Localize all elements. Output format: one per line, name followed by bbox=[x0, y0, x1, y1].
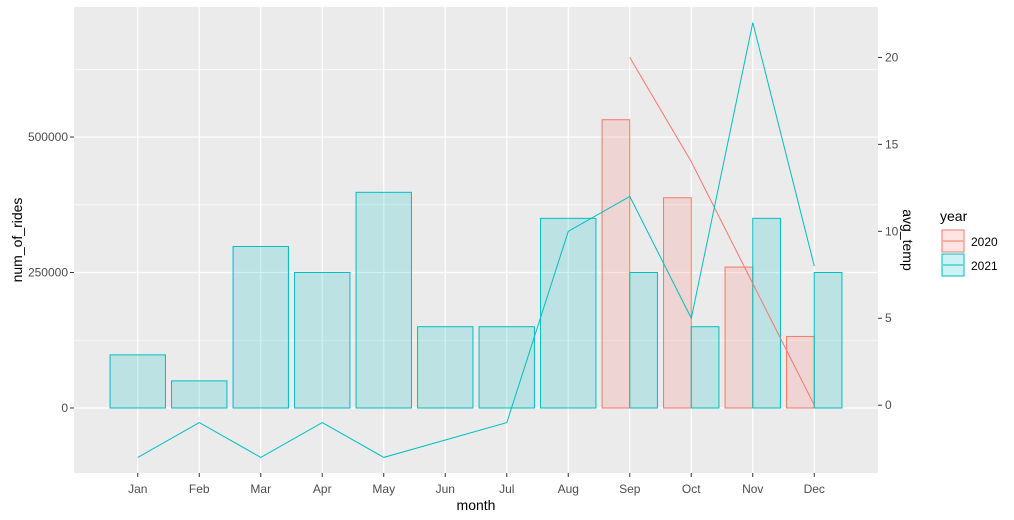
x-tick-label: Aug bbox=[558, 482, 579, 496]
y2-tick-label: 15 bbox=[885, 137, 899, 151]
bar-2020-Sep bbox=[601, 119, 631, 409]
legend-title: year bbox=[940, 208, 968, 224]
bar-2021-Dec bbox=[813, 272, 843, 409]
y-tick-label: 500000 bbox=[28, 130, 68, 144]
x-tick-label: Feb bbox=[189, 482, 210, 496]
x-tick-label: Oct bbox=[682, 482, 701, 496]
x-tick-label: Nov bbox=[742, 482, 763, 496]
legend-label-2020: 2020 bbox=[971, 235, 998, 249]
bar-2021-Apr bbox=[294, 272, 351, 409]
bar-2021-Jul bbox=[478, 326, 535, 409]
x-tick-label: Jul bbox=[499, 482, 514, 496]
y2-tick-label: 5 bbox=[885, 311, 892, 325]
grid-minor bbox=[74, 69, 878, 341]
bar-2021-May bbox=[355, 191, 412, 409]
axis-ticks: 0 250000 500000 0 5 10 15 20 Jan Feb Mar Apr May Jun J… bbox=[28, 50, 899, 496]
bar-2021-Mar bbox=[232, 246, 289, 409]
bars bbox=[109, 119, 843, 409]
bar-2020-Nov bbox=[724, 266, 754, 409]
legend-item-2020: 2020 bbox=[941, 229, 998, 253]
legend: year 2020 2021 bbox=[940, 208, 998, 277]
panel-background bbox=[74, 7, 878, 473]
x-tick-label: Sep bbox=[619, 482, 641, 496]
y2-axis-title: avg_temp bbox=[900, 209, 916, 271]
bar-2021-Feb bbox=[171, 380, 228, 409]
temperature-lines bbox=[137, 22, 815, 458]
bar-2021-Jun bbox=[417, 326, 474, 409]
x-tick-label: May bbox=[372, 482, 395, 496]
y2-tick-label: 20 bbox=[885, 50, 899, 64]
bar-2021-Jan bbox=[109, 354, 166, 409]
bar-2021-Oct bbox=[690, 326, 720, 409]
x-tick-label: Jun bbox=[436, 482, 455, 496]
bar-2020-Oct bbox=[663, 197, 692, 409]
x-tick-label: Mar bbox=[250, 482, 271, 496]
temp-line-2020 bbox=[629, 57, 815, 406]
y-tick-label: 0 bbox=[61, 401, 68, 415]
y-axis-title: num_of_rides bbox=[9, 198, 25, 283]
y-tick-label: 250000 bbox=[28, 266, 68, 280]
x-tick-label: Dec bbox=[804, 482, 825, 496]
y2-tick-label: 10 bbox=[885, 224, 899, 238]
legend-label-2021: 2021 bbox=[971, 259, 998, 273]
x-axis-title: month bbox=[457, 497, 496, 513]
temp-line-2021 bbox=[137, 22, 815, 458]
bar-2021-Sep bbox=[629, 272, 658, 409]
x-tick-label: Jan bbox=[128, 482, 147, 496]
bar-2021-Nov bbox=[752, 217, 781, 409]
x-tick-label: Apr bbox=[313, 482, 332, 496]
legend-item-2021: 2021 bbox=[941, 253, 998, 277]
bar-2021-Aug bbox=[540, 217, 597, 409]
y2-tick-label: 0 bbox=[885, 398, 892, 412]
